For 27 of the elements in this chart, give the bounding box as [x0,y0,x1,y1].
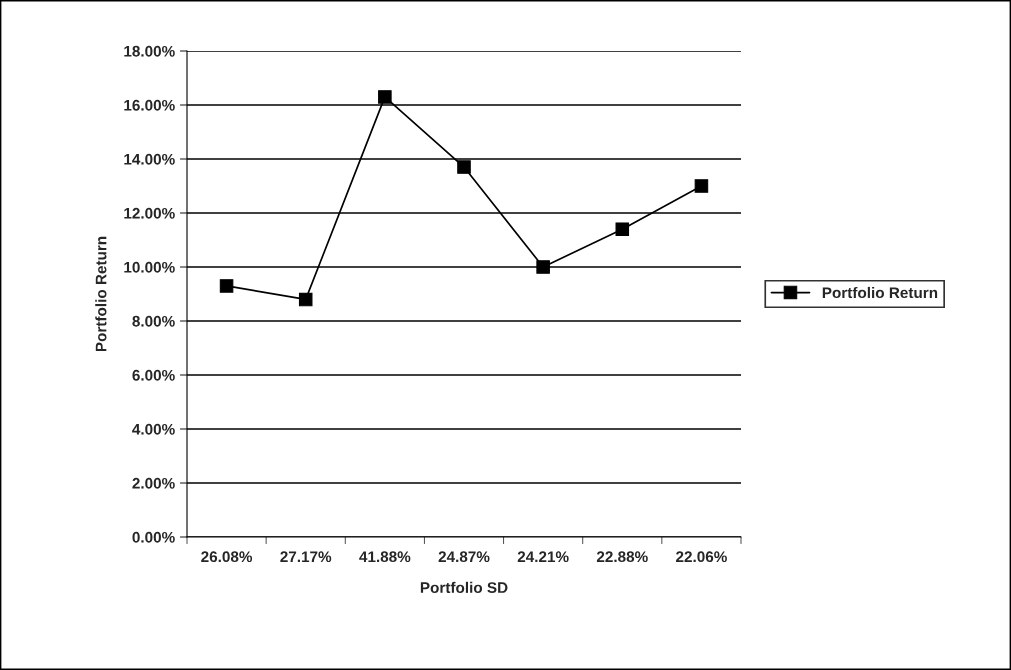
y-tick-label: 4.00% [132,423,175,435]
point [457,160,471,174]
y-tick-label: 12.00% [124,207,175,219]
point [694,179,709,193]
x-tick-label: 26.08% [201,551,253,563]
point [219,279,234,293]
x-tick-label: 24.87% [438,551,490,563]
x-tick-label: 22.06% [676,551,727,563]
y-tick-label: 14.00% [124,153,175,165]
x-tick-label: 22.88% [596,551,648,563]
y-tick-label: 6.00% [132,369,175,381]
legend-label: Portfolio Return [822,286,938,299]
point [378,90,392,104]
x-tick-label: 41.88% [359,551,411,563]
x-tick-label: 27.17% [280,551,332,563]
y-tick-label: 16.00% [124,99,175,111]
y-tick-label: 8.00% [132,315,175,327]
y-tick-label: 10.00% [124,261,175,273]
point [536,260,550,274]
y-tick-label: 2.00% [132,477,175,489]
point [298,292,313,307]
x-tick-label: 24.21% [517,551,569,563]
y-axis-title: Portfolio Return [95,236,107,352]
y-tick-label: 18.00% [124,45,175,57]
x-axis-title: Portfolio SD [420,581,508,594]
point [615,222,630,236]
y-tick-label: 0.00% [132,531,175,543]
